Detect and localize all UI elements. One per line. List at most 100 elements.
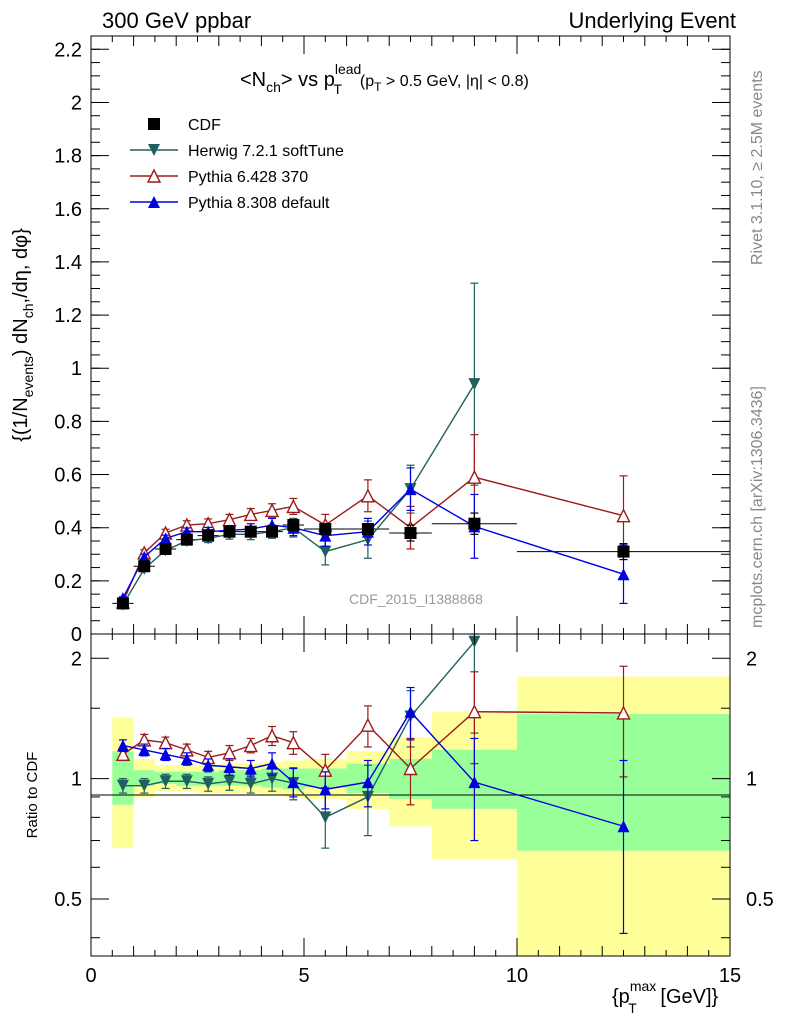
ratio-pythia8-point [319, 783, 332, 796]
main-ytick-label: 1.6 [54, 199, 82, 221]
legend-pythia8-marker [148, 196, 160, 208]
main-pythia6-point [243, 506, 258, 522]
header-right: Underlying Event [568, 8, 736, 33]
main-cdf-point [361, 523, 374, 536]
main-pythia6-point [286, 498, 301, 514]
main-ytick-label: 0.4 [54, 518, 82, 540]
ratio-herwig-point [138, 779, 151, 792]
ratio-pythia8-line [122, 710, 624, 827]
ratio-ytick-label-right: 0.5 [746, 889, 774, 911]
ratio-pythia8-point [202, 759, 215, 772]
main-pythia6-point [264, 502, 280, 518]
ylabel-a: {(1/N [10, 397, 32, 441]
main-cdf-point [266, 525, 279, 538]
analysis-watermark: CDF_2015_I1388868 [349, 591, 483, 607]
main-title: <Nch> vs plead T (pT > 0.5 GeV, |η| < 0.8) [240, 61, 529, 97]
ratio-pythia8-point [404, 705, 417, 718]
xlabel-a: {p [612, 986, 630, 1008]
legend-herwig-label: Herwig 7.2.1 softTune [188, 143, 344, 160]
main-ytick-label: 0 [71, 624, 82, 646]
ratio-panel: 0.5 0.5 1 1 2 2 0 5 10 15 Ratio to CDF {pmax T [Ge… [24, 633, 774, 1016]
main-cdf-point [319, 523, 332, 536]
ratio-herwig-point [202, 777, 215, 790]
main-pythia6-point [360, 488, 376, 503]
xlabel-sup: max [630, 978, 656, 994]
ratio-pythia6-point [115, 746, 131, 762]
ratio-pythia8-point [244, 762, 257, 775]
main-ytick-label: 1.4 [54, 252, 82, 274]
title-cut2: > 0.5 GeV, |η| < 0.8) [381, 73, 528, 90]
xtick-label: 0 [85, 965, 96, 987]
ratio-pythia8-point [266, 757, 279, 770]
main-cdf-point [287, 519, 300, 532]
ratio-ytick-label-right: 1 [746, 769, 757, 791]
main-pythia6-point [222, 512, 237, 527]
main-cdf-point [244, 525, 257, 538]
main-cdf-point [116, 597, 129, 610]
ratio-axes: 0.5 0.5 1 1 2 2 0 5 10 15 [54, 634, 774, 987]
ratio-herwig-point [180, 775, 193, 788]
ratio-pythia6-point [403, 760, 418, 776]
ratio-herwig-point [244, 777, 257, 790]
ratio-pythia8-point [116, 739, 129, 752]
ratio-pythia6-point [467, 704, 482, 719]
main-panel: 00.20.40.60.811.21.41.61.822.2 <Nch> vs … [10, 35, 731, 646]
main-ytick-label: 0.6 [54, 465, 82, 487]
title-vs: > vs p [281, 69, 335, 91]
main-herwig-point [468, 378, 481, 391]
legend-cdf-label: CDF [188, 117, 221, 134]
ratio-ytick-label: 2 [71, 648, 82, 670]
main-cdf-point [468, 517, 481, 530]
main-cdf-point [138, 560, 151, 573]
header-left: 300 GeV ppbar [102, 8, 251, 33]
legend-pythia6-marker [146, 168, 162, 183]
legend: CDF Herwig 7.2.1 softTune Pythia 6.428 370… [130, 117, 344, 212]
ratio-pythia8-point [361, 776, 374, 789]
title-p-sup: lead [335, 61, 361, 77]
ratio-ytick-label: 1 [71, 769, 82, 791]
ylabel-b: ) dN [10, 318, 32, 356]
main-pythia8-point [138, 550, 151, 563]
ratio-pythia6-point [222, 745, 237, 760]
xtick-label: 10 [506, 965, 528, 987]
ratio-pythia6-point [616, 705, 631, 720]
main-cdf-point [404, 527, 417, 540]
main-pythia6-line [122, 476, 624, 603]
main-cdf-point [180, 533, 193, 546]
main-ytick-label: 1 [71, 358, 82, 380]
ratio-ytick-label: 0.5 [54, 889, 82, 911]
xlabel-sub: T [628, 1000, 637, 1016]
mcplots-label: mcplots.cern.ch [arXiv:1306.3436] [749, 386, 766, 628]
ratio-marks [115, 633, 631, 935]
xtick-label: 5 [298, 965, 309, 987]
main-ytick-label: 2 [71, 92, 82, 114]
ylabel-a-sub: events [20, 356, 36, 397]
legend-herwig-marker [148, 144, 160, 156]
main-pythia6-point [467, 469, 482, 484]
main-cdf-point [617, 545, 630, 558]
main-pythia8-line [122, 488, 624, 599]
main-pythia6-point [616, 508, 631, 523]
ratio-pythia8-point [138, 743, 151, 756]
title-cut1: (p [360, 73, 374, 90]
xlabel: {pmax T [GeV]} [612, 978, 719, 1016]
main-pythia8-point [319, 529, 332, 542]
ratio-pythia6-point [264, 728, 280, 743]
title-nch-sub: ch [266, 79, 281, 95]
main-pythia8-point [159, 532, 172, 545]
ratio-band-green [133, 770, 155, 786]
ratio-herwig-point [116, 779, 129, 792]
main-ytick-label: 0.8 [54, 411, 82, 433]
ratio-herwig-point [319, 811, 332, 824]
ratio-herwig-point [159, 775, 172, 788]
title-cut1-sub: T [374, 80, 382, 94]
legend-cdf-marker [148, 118, 160, 130]
main-cdf-point [159, 542, 172, 555]
ylabel-b-sub: ch [20, 303, 36, 318]
ratio-pythia6-point [286, 735, 301, 750]
main-ylabel: {(1/Nevents) dNch,/dη, dφ} [10, 228, 36, 442]
ratio-pythia8-point [287, 776, 300, 789]
main-cdf-point [202, 529, 215, 542]
legend-pythia6-label: Pythia 6.428 370 [188, 169, 308, 186]
